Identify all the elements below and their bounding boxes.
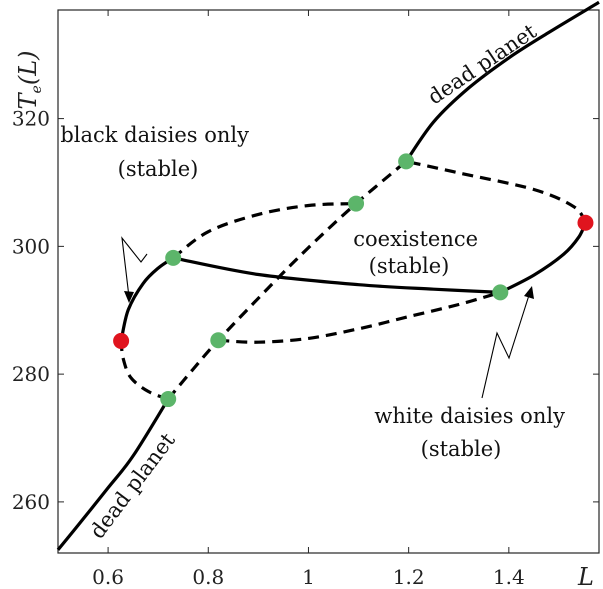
x-tick-label: 0.6 bbox=[92, 565, 124, 589]
stable-branch-line bbox=[404, 0, 600, 163]
y-tick-label: 300 bbox=[12, 234, 50, 258]
y-axis-label: Te(L) bbox=[14, 51, 45, 110]
red-point bbox=[113, 332, 130, 349]
annotation-coexistence: coexistence (stable) bbox=[353, 227, 484, 278]
annotation-arrows bbox=[121, 236, 534, 399]
y-axis-label-main: T bbox=[14, 91, 42, 109]
white-daisies-arrow bbox=[481, 291, 531, 399]
axis-ticks: 0.6 0.8 1 1.2 1.4 260 280 300 320 bbox=[12, 10, 599, 589]
unstable-branch-line bbox=[119, 340, 169, 401]
unstable-branch-line bbox=[172, 202, 357, 260]
x-axis-label: L bbox=[577, 563, 594, 589]
stable-branch-line bbox=[499, 222, 587, 294]
unstable-branch-line bbox=[166, 160, 408, 401]
y-axis-label-subscript: e bbox=[29, 85, 45, 93]
x-tick-label: 1.2 bbox=[393, 565, 425, 589]
stable-branch-line bbox=[56, 398, 170, 551]
green-point bbox=[398, 153, 415, 170]
unstable-branch-line bbox=[218, 290, 501, 344]
stable-branch-line bbox=[119, 256, 175, 342]
annotation-white-daisies-line2: (stable) bbox=[421, 437, 502, 461]
y-axis-label-argument: (L) bbox=[14, 51, 42, 86]
annotation-dead-planet-lower: dead planet bbox=[85, 428, 180, 543]
green-point bbox=[160, 391, 177, 408]
green-point bbox=[210, 332, 227, 349]
annotation-black-daisies-line2: (stable) bbox=[118, 157, 199, 181]
y-tick-label: 260 bbox=[12, 490, 50, 514]
y-tick-label: 320 bbox=[12, 107, 50, 131]
annotation-white-daisies: white daisies only (stable) bbox=[374, 404, 571, 461]
plot-frame bbox=[57, 9, 600, 554]
annotation-coexistence-line2: (stable) bbox=[369, 254, 450, 278]
unstable-branch-line bbox=[405, 159, 587, 224]
green-point bbox=[492, 284, 509, 301]
y-tick-label: 280 bbox=[12, 362, 50, 386]
annotation-black-daisies: black daisies only (stable) bbox=[60, 123, 255, 181]
green-point bbox=[348, 195, 365, 212]
annotation-coexistence-line1: coexistence bbox=[353, 227, 478, 251]
black-daisies-arrow bbox=[121, 236, 148, 298]
x-tick-label: 0.8 bbox=[192, 565, 224, 589]
x-tick-label: 1.4 bbox=[493, 565, 525, 589]
annotation-dead-planet-upper: dead planet bbox=[423, 19, 541, 109]
stable-branch-line bbox=[172, 256, 501, 294]
red-point bbox=[577, 214, 594, 231]
marker-layer bbox=[113, 153, 594, 408]
x-tick-label: 1 bbox=[302, 565, 315, 589]
annotation-white-daisies-line1: white daisies only bbox=[374, 404, 565, 428]
green-point bbox=[165, 249, 182, 266]
black-daisies-arrowhead bbox=[124, 291, 134, 303]
white-daisies-arrowhead bbox=[524, 286, 534, 299]
annotation-black-daisies-line1: black daisies only bbox=[60, 123, 249, 147]
